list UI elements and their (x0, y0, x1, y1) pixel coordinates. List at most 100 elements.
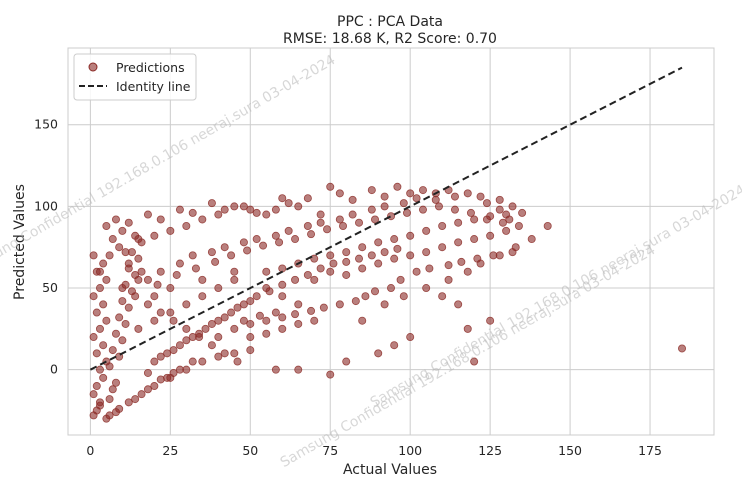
data-point (99, 373, 108, 382)
data-point (230, 202, 239, 211)
data-point (454, 238, 463, 247)
data-point (434, 202, 443, 211)
data-point (246, 297, 255, 306)
data-point (169, 316, 178, 325)
legend: Predictions Identity line (73, 53, 197, 101)
data-point (438, 221, 447, 230)
x-tick-label: 50 (242, 443, 258, 458)
y-tick-labels: 0 50 100 150 (34, 117, 58, 377)
data-point (371, 287, 380, 296)
data-point (399, 292, 408, 301)
data-point (358, 316, 367, 325)
data-point (201, 324, 210, 333)
data-point (527, 235, 536, 244)
data-point (380, 248, 389, 257)
data-point (105, 395, 114, 404)
data-point (307, 230, 316, 239)
data-point (502, 226, 511, 235)
data-point (402, 208, 411, 217)
data-point (239, 300, 248, 309)
data-point (294, 365, 303, 374)
data-point (374, 259, 383, 268)
data-point (252, 292, 261, 301)
x-tick-label: 100 (398, 443, 422, 458)
data-point (230, 324, 239, 333)
data-point (207, 248, 216, 257)
data-point (355, 218, 364, 227)
data-point (156, 215, 165, 224)
x-tick-label: 0 (86, 443, 94, 458)
data-point (326, 370, 335, 379)
data-point (150, 357, 159, 366)
data-point (425, 264, 434, 273)
data-point (182, 300, 191, 309)
data-point (227, 251, 236, 260)
data-point (134, 235, 143, 244)
data-point (335, 215, 344, 224)
data-point (108, 235, 117, 244)
data-point (182, 365, 191, 374)
data-point (118, 226, 127, 235)
data-point (335, 300, 344, 309)
data-point (291, 310, 300, 319)
data-point (175, 341, 184, 350)
data-point (450, 205, 459, 214)
data-point (406, 251, 415, 260)
scatter-points (89, 182, 687, 423)
data-point (418, 186, 427, 195)
data-point (291, 235, 300, 244)
data-point (95, 401, 104, 410)
data-point (172, 270, 181, 279)
data-point (374, 238, 383, 247)
x-tick-label: 25 (162, 443, 178, 458)
data-point (239, 238, 248, 247)
data-point (393, 244, 402, 253)
chart-title: PPC : PCA Data (337, 14, 443, 30)
data-point (166, 308, 175, 317)
data-point (457, 257, 466, 266)
identity-line (89, 66, 683, 371)
data-point (239, 202, 248, 211)
data-point (233, 303, 242, 312)
data-point (463, 267, 472, 276)
data-point (335, 189, 344, 198)
data-point (246, 333, 255, 342)
data-point (348, 210, 357, 219)
data-point (262, 316, 271, 325)
data-point (371, 215, 380, 224)
data-point (342, 248, 351, 257)
data-point (367, 186, 376, 195)
data-point (182, 221, 191, 230)
data-point (294, 319, 303, 328)
data-point (198, 275, 207, 284)
data-point (374, 349, 383, 358)
chart-subtitle: RMSE: 18.68 K, R2 Score: 0.70 (283, 31, 497, 47)
y-tick-label: 50 (42, 280, 58, 295)
legend-label-predictions: Predictions (116, 60, 185, 75)
data-point (188, 357, 197, 366)
data-point (278, 280, 287, 289)
x-tick-label: 75 (322, 443, 338, 458)
data-point (195, 333, 204, 342)
data-point (278, 292, 287, 301)
data-point (99, 300, 108, 309)
data-point (262, 329, 271, 338)
data-point (396, 275, 405, 284)
data-point (316, 210, 325, 219)
data-point (111, 215, 120, 224)
data-point (169, 368, 178, 377)
legend-box (73, 53, 197, 101)
data-point (319, 303, 328, 312)
data-point (118, 284, 127, 293)
data-point (150, 382, 159, 391)
data-point (431, 195, 440, 204)
data-point (323, 225, 332, 234)
data-point (514, 221, 523, 230)
data-point (124, 303, 133, 312)
x-tick-label: 175 (638, 443, 662, 458)
data-point (307, 306, 316, 315)
data-point (89, 390, 98, 399)
data-point (156, 375, 165, 384)
data-point (326, 251, 335, 260)
